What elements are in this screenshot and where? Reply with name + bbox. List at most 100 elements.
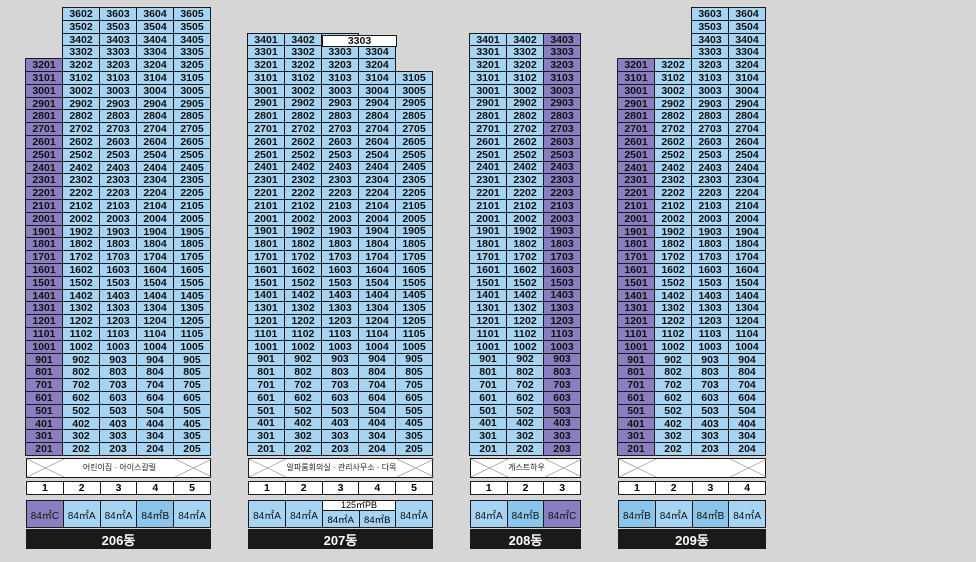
unit-cell[interactable]: 2001 <box>617 211 655 226</box>
unit-cell[interactable]: 3104 <box>728 71 766 85</box>
unit-cell[interactable]: 1701 <box>617 250 655 264</box>
unit-cell[interactable]: 2503 <box>99 147 137 162</box>
unit-cell[interactable]: 1801 <box>25 237 63 252</box>
unit-cell[interactable]: 2605 <box>173 135 211 149</box>
unit-cell[interactable]: 504 <box>136 403 174 418</box>
unit-cell[interactable]: 1202 <box>506 314 544 328</box>
unit-cell[interactable]: 2804 <box>728 109 766 124</box>
unit-cell[interactable]: 1502 <box>284 275 322 290</box>
unit-cell[interactable]: 3603 <box>691 7 729 21</box>
unit-cell[interactable]: 203 <box>321 442 359 456</box>
unit-cell[interactable]: 401 <box>247 416 285 431</box>
unit-cell[interactable]: 3002 <box>654 83 692 98</box>
unit-cell[interactable]: 604 <box>728 391 766 405</box>
unit-cell[interactable]: 2504 <box>728 147 766 162</box>
unit-cell[interactable]: 3602 <box>62 7 100 21</box>
unit-cell[interactable]: 701 <box>247 378 285 392</box>
unit-cell[interactable]: 603 <box>543 390 581 405</box>
unit-cell[interactable]: 2704 <box>136 122 174 136</box>
unit-cell[interactable]: 2304 <box>136 173 174 188</box>
unit-cell[interactable]: 2101 <box>247 198 285 213</box>
unit-cell[interactable]: 2501 <box>617 147 655 162</box>
unit-cell[interactable]: 805 <box>173 365 211 380</box>
unit-cell[interactable]: 1101 <box>247 326 285 341</box>
unit-cell[interactable]: 2104 <box>728 199 766 213</box>
unit-cell[interactable]: 1502 <box>62 275 100 290</box>
unit-cell[interactable]: 1501 <box>247 275 285 290</box>
unit-cell[interactable]: 701 <box>617 378 655 392</box>
unit-cell[interactable]: 3104 <box>358 70 396 85</box>
unit-cell[interactable]: 2301 <box>469 173 507 188</box>
unit-cell[interactable]: 2404 <box>728 160 766 175</box>
unit-cell[interactable]: 2703 <box>543 122 581 136</box>
unit-cell[interactable]: 1902 <box>506 224 544 239</box>
unit-cell[interactable]: 703 <box>321 378 359 392</box>
penthouse-unit[interactable]: 3303 <box>322 34 397 48</box>
unit-cell[interactable]: 805 <box>395 365 433 380</box>
unit-cell[interactable]: 3402 <box>284 32 322 47</box>
unit-cell[interactable]: 3001 <box>617 83 655 98</box>
unit-cell[interactable]: 2603 <box>321 134 359 149</box>
unit-cell[interactable]: 2505 <box>395 147 433 162</box>
unit-cell[interactable]: 3202 <box>284 58 322 72</box>
unit-cell[interactable]: 1302 <box>506 301 544 316</box>
unit-cell[interactable]: 901 <box>247 352 285 367</box>
unit-cell[interactable]: 1403 <box>99 288 137 303</box>
unit-cell[interactable]: 2302 <box>62 173 100 188</box>
unit-cell[interactable]: 1902 <box>284 224 322 239</box>
unit-cell[interactable]: 1303 <box>321 301 359 316</box>
unit-cell[interactable]: 3202 <box>654 58 692 72</box>
unit-cell[interactable]: 1302 <box>62 301 100 316</box>
unit-cell[interactable]: 3102 <box>506 70 544 85</box>
unit-cell[interactable]: 202 <box>506 442 544 456</box>
unit-cell[interactable]: 1702 <box>62 250 100 264</box>
unit-cell[interactable]: 2901 <box>469 96 507 111</box>
unit-cell[interactable]: 1201 <box>247 314 285 328</box>
unit-cell[interactable]: 1805 <box>395 237 433 252</box>
unit-cell[interactable]: 2403 <box>321 160 359 175</box>
unit-cell[interactable]: 1904 <box>136 224 174 239</box>
unit-cell[interactable]: 402 <box>506 416 544 431</box>
unit-cell[interactable]: 2303 <box>691 173 729 188</box>
unit-cell[interactable]: 2705 <box>395 122 433 136</box>
unit-cell[interactable]: 1304 <box>358 301 396 316</box>
unit-cell[interactable]: 1203 <box>321 314 359 328</box>
unit-cell[interactable]: 2503 <box>691 147 729 162</box>
unit-cell[interactable]: 1405 <box>173 288 211 303</box>
unit-cell[interactable]: 3302 <box>62 45 100 60</box>
unit-cell[interactable]: 2802 <box>654 109 692 124</box>
unit-cell[interactable]: 1104 <box>136 327 174 341</box>
unit-cell[interactable]: 1001 <box>247 339 285 354</box>
unit-cell[interactable] <box>655 8 692 21</box>
unit-cell[interactable]: 3304 <box>728 45 766 60</box>
unit-cell[interactable]: 601 <box>247 390 285 405</box>
unit-cell[interactable]: 2401 <box>617 160 655 175</box>
unit-cell[interactable]: 2105 <box>173 199 211 213</box>
unit-cell[interactable]: 403 <box>543 416 581 431</box>
unit-cell[interactable]: 1503 <box>543 275 581 290</box>
unit-cell[interactable]: 1503 <box>321 275 359 290</box>
unit-cell[interactable] <box>618 34 655 47</box>
unit-cell[interactable]: 2902 <box>654 96 692 111</box>
unit-cell[interactable]: 403 <box>321 416 359 431</box>
unit-cell[interactable]: 3203 <box>543 58 581 72</box>
unit-cell[interactable]: 203 <box>99 442 137 456</box>
unit-cell[interactable]: 201 <box>617 442 655 456</box>
unit-cell[interactable]: 205 <box>395 442 433 456</box>
unit-cell[interactable]: 2401 <box>469 160 507 175</box>
unit-cell[interactable]: 2801 <box>617 109 655 124</box>
unit-cell[interactable]: 3304 <box>358 45 396 60</box>
unit-cell[interactable]: 503 <box>543 403 581 418</box>
unit-cell[interactable]: 2903 <box>99 96 137 111</box>
unit-cell[interactable]: 803 <box>99 365 137 380</box>
unit-cell[interactable]: 602 <box>62 391 100 405</box>
unit-cell[interactable]: 1801 <box>469 237 507 252</box>
unit-cell[interactable]: 3603 <box>99 7 137 21</box>
unit-cell[interactable] <box>396 46 433 59</box>
unit-cell[interactable]: 1405 <box>395 288 433 303</box>
unit-cell[interactable]: 2302 <box>284 173 322 188</box>
unit-cell[interactable]: 802 <box>654 365 692 380</box>
unit-cell[interactable]: 2003 <box>321 211 359 226</box>
unit-cell[interactable]: 1605 <box>395 262 433 277</box>
unit-cell[interactable]: 2601 <box>247 134 285 149</box>
